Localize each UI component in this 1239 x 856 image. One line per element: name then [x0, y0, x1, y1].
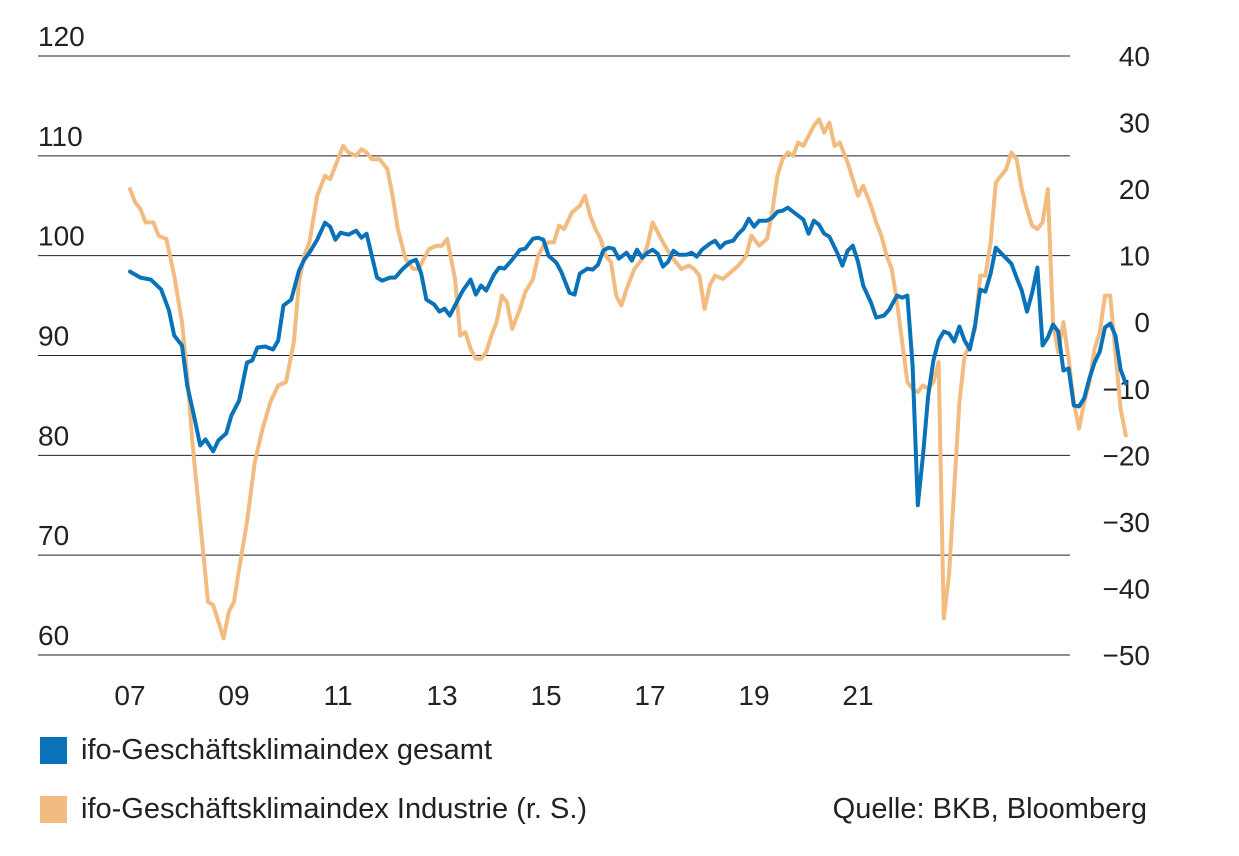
right-axis-ticks: 40 30 20 10 0 −10 −20 −30 −40 −50 [1103, 41, 1151, 671]
x-tick-label: 15 [530, 680, 561, 711]
left-tick-label: 110 [38, 121, 83, 152]
left-axis-ticks: 120 110 100 90 80 70 60 [38, 21, 85, 651]
legend-label-industrie: ifo-Geschäftsklimaindex Industrie (r. S.… [81, 793, 588, 825]
x-tick-label: 07 [114, 680, 145, 711]
source-note: Quelle: BKB, Bloomberg [832, 793, 1147, 825]
right-tick-label: −30 [1103, 507, 1151, 538]
right-tick-label: 30 [1119, 108, 1150, 139]
left-tick-label: 60 [38, 620, 69, 651]
x-tick-label: 13 [426, 680, 457, 711]
right-tick-label: 0 [1134, 307, 1150, 338]
x-tick-label: 17 [634, 680, 665, 711]
x-tick-label: 19 [738, 680, 769, 711]
left-tick-label: 100 [38, 221, 85, 252]
right-tick-label: −20 [1103, 440, 1151, 471]
left-tick-label: 120 [38, 21, 85, 52]
right-tick-label: 10 [1119, 241, 1150, 272]
x-tick-label: 11 [323, 680, 352, 711]
legend-swatch-industrie [40, 796, 67, 823]
legend-item-industrie: ifo-Geschäftsklimaindex Industrie (r. S.… [40, 793, 587, 826]
right-tick-label: −40 [1103, 573, 1151, 604]
right-tick-label: 20 [1119, 174, 1150, 205]
gridlines [38, 55, 1070, 656]
series-lines [128, 117, 1128, 641]
right-tick-label: 40 [1119, 41, 1150, 72]
x-tick-label: 09 [218, 680, 249, 711]
legend-swatch-gesamt [40, 737, 67, 764]
left-tick-label: 90 [38, 321, 69, 352]
series-line-industrie [128, 117, 1128, 641]
legend-label-gesamt: ifo-Geschäftsklimaindex gesamt [81, 734, 492, 766]
x-tick-label: 21 [842, 680, 873, 711]
left-tick-label: 70 [38, 520, 69, 551]
legend-item-gesamt: ifo-Geschäftsklimaindex gesamt [40, 734, 492, 767]
series-line-gesamt [128, 205, 1128, 508]
right-tick-label: −10 [1103, 374, 1151, 405]
right-tick-label: −50 [1103, 640, 1151, 671]
x-axis-ticks: 07 09 11 13 15 17 19 21 [114, 680, 873, 711]
left-tick-label: 80 [38, 420, 69, 451]
